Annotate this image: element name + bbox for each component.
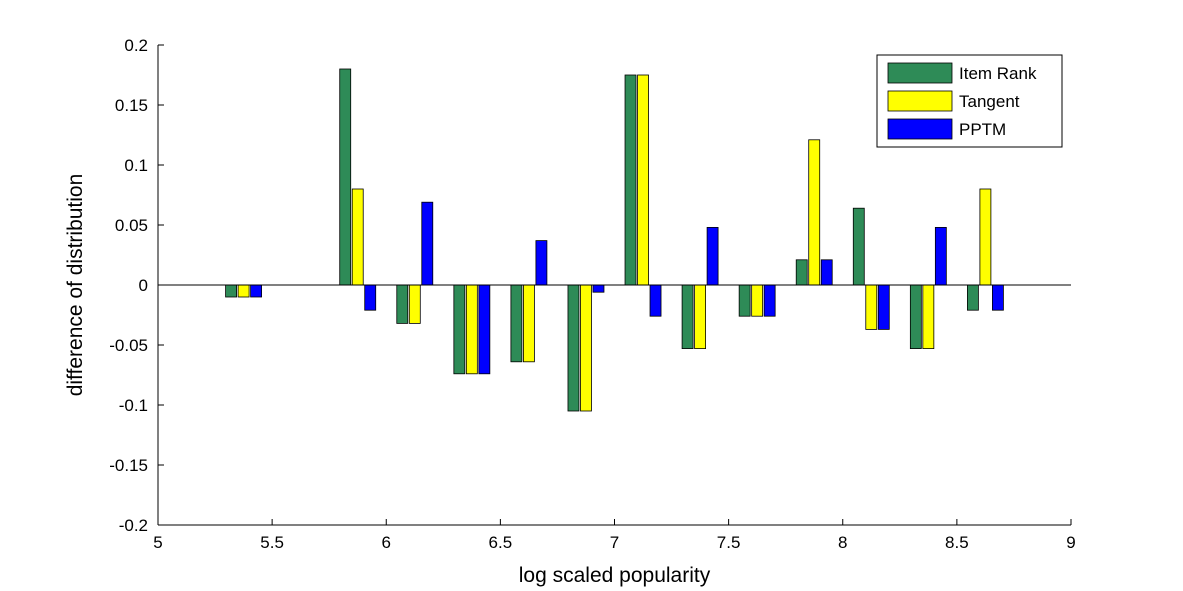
bar-item-rank xyxy=(967,284,979,311)
y-tick-label: -0.1 xyxy=(119,396,148,415)
y-tick-label: 0.2 xyxy=(124,36,148,55)
bar-pptm xyxy=(877,284,890,330)
bar-pptm xyxy=(364,284,377,311)
bar-item-rank xyxy=(510,284,523,363)
x-tick-label: 5.5 xyxy=(260,533,284,552)
legend-label: PPTM xyxy=(959,120,1006,139)
bar-pptm xyxy=(934,226,947,286)
bar-tangent xyxy=(865,284,878,330)
y-tick-label: -0.15 xyxy=(109,456,148,475)
x-tick-label: 8 xyxy=(838,533,847,552)
bar-pptm xyxy=(478,284,491,375)
axes: 5 5.5 6 6.5 7 7.5 8 8.5 9 -0.2 -0.15 -0.1 -0.05 0 0.05… xyxy=(109,36,1075,552)
x-tick-label: 7 xyxy=(610,533,619,552)
bar-item-rank xyxy=(624,74,637,286)
bar-tangent xyxy=(523,284,535,363)
bar-pptm xyxy=(592,284,605,293)
bar-tangent xyxy=(580,284,592,412)
bar-item-rank xyxy=(852,207,865,286)
bar-tangent xyxy=(465,284,478,375)
x-tick-label: 8.5 xyxy=(945,533,969,552)
legend-swatch xyxy=(887,90,953,112)
bar-tangent xyxy=(808,139,821,286)
bar-pptm xyxy=(820,259,833,286)
y-axis-label: difference of distribution xyxy=(64,174,87,397)
x-tick-label: 7.5 xyxy=(717,533,741,552)
bar-item-rank xyxy=(795,259,808,286)
legend-swatch xyxy=(887,62,953,84)
bar-tangent xyxy=(351,188,364,286)
bar-pptm xyxy=(421,201,434,286)
y-tick-label: 0.1 xyxy=(124,156,148,175)
bar-item-rank xyxy=(909,284,922,349)
bar-item-rank xyxy=(453,284,466,375)
y-tick-label: -0.05 xyxy=(109,336,148,355)
bar-pptm xyxy=(250,284,262,298)
y-tick-label: 0.05 xyxy=(115,216,148,235)
bar-item-rank xyxy=(738,284,751,317)
y-tick-label: 0.15 xyxy=(115,96,148,115)
bar-tangent xyxy=(637,74,649,286)
bar-item-rank xyxy=(396,284,409,324)
bar-pptm xyxy=(535,240,548,286)
legend: Item Rank Tangent PPTM xyxy=(876,54,1063,148)
bar-tangent xyxy=(979,188,992,286)
bar-pptm xyxy=(763,284,776,317)
bar-pptm xyxy=(649,284,662,317)
bar-item-rank xyxy=(567,284,580,412)
bar-tangent xyxy=(237,284,250,298)
bar-item-rank xyxy=(339,68,352,286)
bar-pptm xyxy=(706,226,719,286)
x-axis-label: log scaled popularity xyxy=(519,564,711,587)
legend-label: Item Rank xyxy=(959,64,1037,83)
bar-item-rank xyxy=(681,284,694,349)
bar-tangent xyxy=(922,284,935,349)
bars xyxy=(225,68,1004,412)
x-tick-label: 6.5 xyxy=(489,533,513,552)
legend-label: Tangent xyxy=(959,92,1020,111)
legend-swatch xyxy=(887,118,953,140)
x-tick-label: 6 xyxy=(382,533,391,552)
bar-tangent xyxy=(408,284,421,324)
y-tick-label: 0 xyxy=(139,276,148,295)
bar-pptm xyxy=(992,284,1004,311)
bar-item-rank xyxy=(225,284,237,298)
y-tick-label: -0.2 xyxy=(119,516,148,535)
bar-tangent xyxy=(751,284,764,317)
bar-tangent xyxy=(694,284,706,349)
x-tick-label: 5 xyxy=(153,533,162,552)
x-tick-label: 9 xyxy=(1066,533,1075,552)
